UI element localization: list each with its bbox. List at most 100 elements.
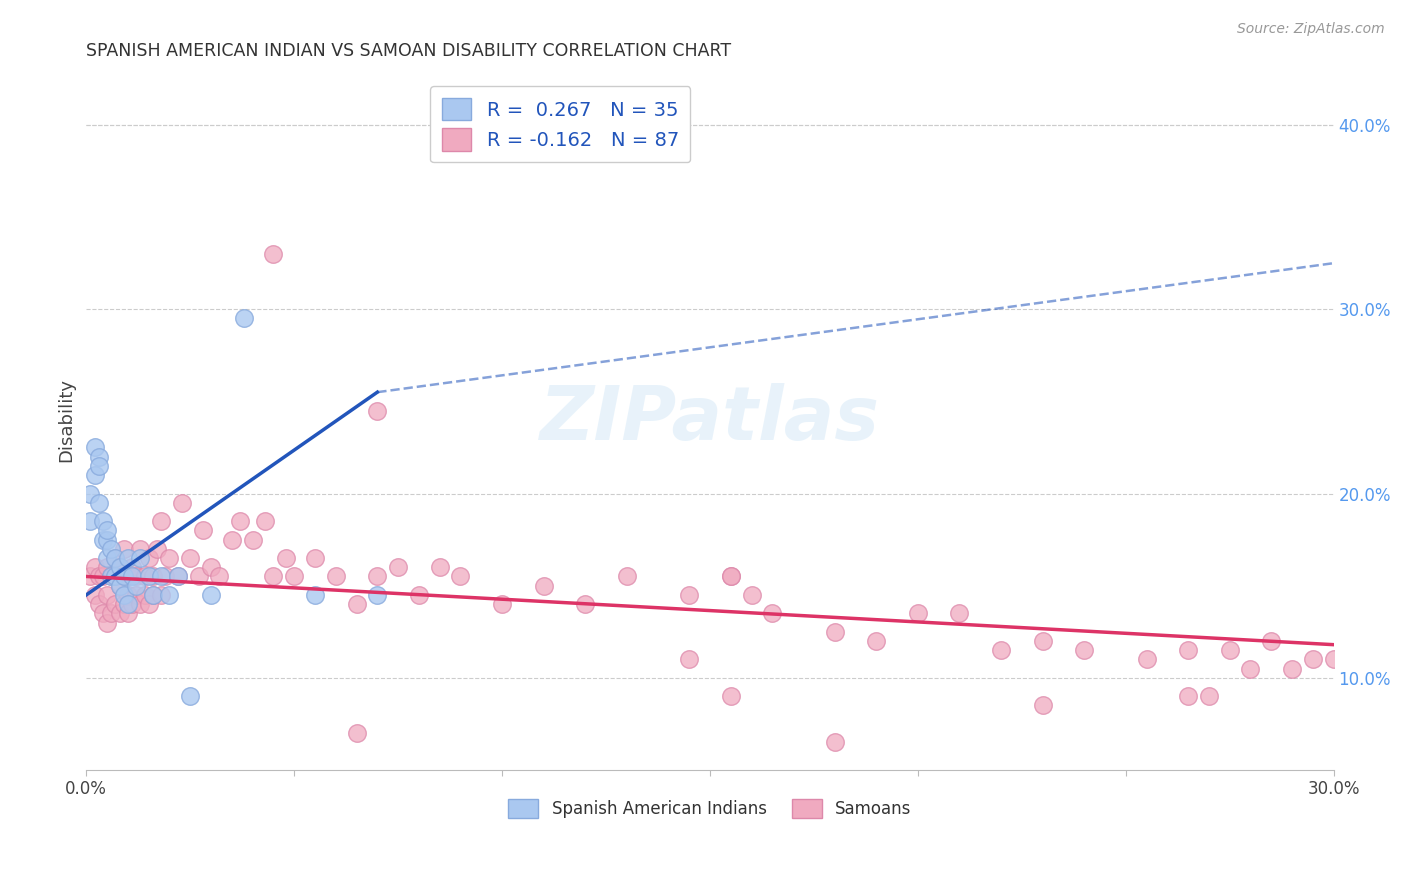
- Point: [990, 643, 1012, 657]
- Point: [125, 588, 148, 602]
- Point: [262, 247, 284, 261]
- Point: [91, 533, 114, 547]
- Point: [159, 588, 181, 602]
- Point: [129, 551, 152, 566]
- Point: [1135, 652, 1157, 666]
- Point: [761, 607, 783, 621]
- Point: [112, 597, 135, 611]
- Point: [104, 551, 127, 566]
- Point: [346, 726, 368, 740]
- Point: [150, 569, 173, 583]
- Point: [1073, 643, 1095, 657]
- Point: [142, 588, 165, 602]
- Point: [1323, 652, 1346, 666]
- Point: [96, 615, 118, 630]
- Point: [79, 569, 101, 583]
- Point: [138, 551, 160, 566]
- Point: [79, 514, 101, 528]
- Point: [108, 607, 131, 621]
- Point: [200, 588, 222, 602]
- Point: [79, 486, 101, 500]
- Point: [83, 441, 105, 455]
- Point: [166, 569, 188, 583]
- Point: [720, 569, 742, 583]
- Point: [125, 579, 148, 593]
- Point: [104, 551, 127, 566]
- Point: [678, 588, 700, 602]
- Point: [325, 569, 347, 583]
- Point: [166, 569, 188, 583]
- Point: [150, 514, 173, 528]
- Point: [208, 569, 231, 583]
- Point: [741, 588, 763, 602]
- Point: [865, 634, 887, 648]
- Point: [117, 607, 139, 621]
- Point: [108, 579, 131, 593]
- Point: [83, 588, 105, 602]
- Point: [146, 541, 169, 556]
- Point: [112, 569, 135, 583]
- Point: [96, 551, 118, 566]
- Point: [408, 588, 430, 602]
- Point: [142, 569, 165, 583]
- Legend: Spanish American Indians, Samoans: Spanish American Indians, Samoans: [502, 792, 918, 825]
- Point: [1219, 643, 1241, 657]
- Point: [1177, 690, 1199, 704]
- Point: [108, 560, 131, 574]
- Point: [366, 588, 388, 602]
- Y-axis label: Disability: Disability: [58, 378, 75, 462]
- Point: [96, 588, 118, 602]
- Point: [170, 496, 193, 510]
- Point: [824, 624, 846, 639]
- Point: [366, 569, 388, 583]
- Point: [87, 450, 110, 464]
- Point: [262, 569, 284, 583]
- Point: [450, 569, 472, 583]
- Point: [155, 569, 177, 583]
- Point: [179, 690, 201, 704]
- Text: SPANISH AMERICAN INDIAN VS SAMOAN DISABILITY CORRELATION CHART: SPANISH AMERICAN INDIAN VS SAMOAN DISABI…: [86, 42, 731, 60]
- Point: [274, 551, 297, 566]
- Point: [574, 597, 596, 611]
- Point: [91, 569, 114, 583]
- Point: [112, 541, 135, 556]
- Point: [134, 569, 156, 583]
- Point: [533, 579, 555, 593]
- Point: [117, 551, 139, 566]
- Text: ZIPatlas: ZIPatlas: [540, 384, 880, 457]
- Point: [824, 735, 846, 749]
- Point: [96, 524, 118, 538]
- Point: [142, 588, 165, 602]
- Point: [429, 560, 451, 574]
- Point: [150, 588, 173, 602]
- Point: [948, 607, 970, 621]
- Point: [100, 541, 122, 556]
- Point: [304, 551, 326, 566]
- Point: [83, 560, 105, 574]
- Point: [242, 533, 264, 547]
- Point: [83, 468, 105, 483]
- Point: [100, 607, 122, 621]
- Point: [129, 597, 152, 611]
- Point: [1032, 698, 1054, 713]
- Point: [304, 588, 326, 602]
- Point: [616, 569, 638, 583]
- Point: [1032, 634, 1054, 648]
- Point: [720, 569, 742, 583]
- Point: [179, 551, 201, 566]
- Point: [87, 569, 110, 583]
- Text: Source: ZipAtlas.com: Source: ZipAtlas.com: [1237, 22, 1385, 37]
- Point: [187, 569, 209, 583]
- Point: [1239, 662, 1261, 676]
- Point: [720, 690, 742, 704]
- Point: [125, 569, 148, 583]
- Point: [112, 569, 135, 583]
- Point: [117, 588, 139, 602]
- Point: [112, 588, 135, 602]
- Point: [1198, 690, 1220, 704]
- Point: [117, 569, 139, 583]
- Point: [159, 551, 181, 566]
- Point: [117, 597, 139, 611]
- Point: [283, 569, 305, 583]
- Point: [233, 311, 256, 326]
